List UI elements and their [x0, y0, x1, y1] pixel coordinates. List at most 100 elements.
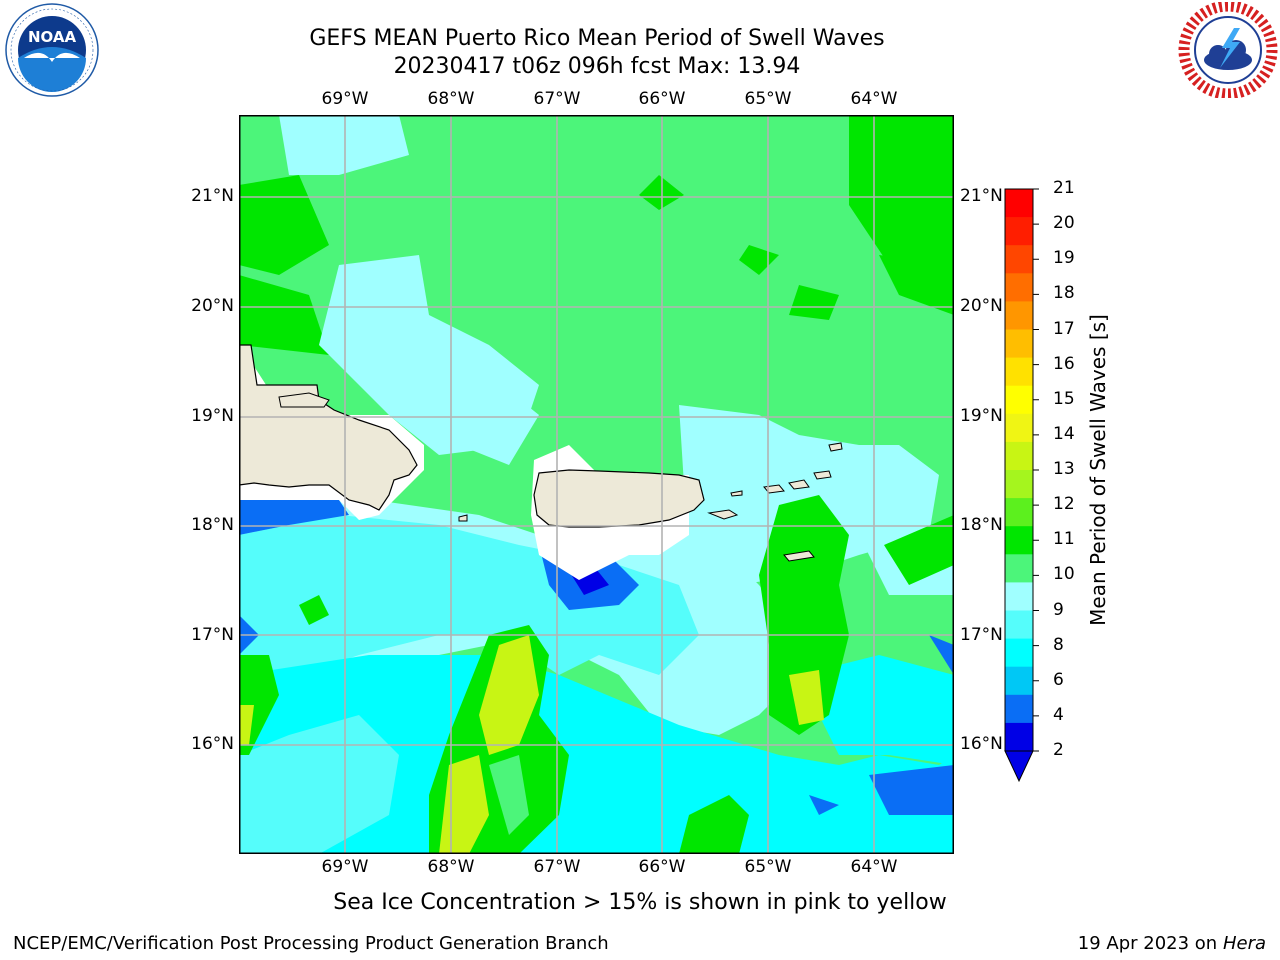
footer-credit: NCEP/EMC/Verification Post Processing Pr… [13, 933, 609, 954]
lon-label-bottom: 69°W [321, 857, 369, 877]
nws-logo-icon [1178, 2, 1278, 98]
lat-label-left: 19°N [191, 406, 234, 426]
colorbar [1004, 188, 1039, 783]
colorbar-segment [1005, 413, 1033, 443]
contour-4-se [869, 765, 954, 815]
colorbar-tick-label: 20 [1053, 213, 1075, 234]
colorbar-extend-min [1004, 750, 1034, 783]
colorbar-segment [1005, 554, 1033, 583]
lon-label-bottom: 65°W [744, 857, 792, 877]
colorbar-label: Mean Period of Swell Waves [s] [1086, 314, 1110, 626]
contour-11-c2 [739, 245, 779, 275]
contour-11-east2 [884, 515, 954, 585]
colorbar-segment [1005, 329, 1033, 359]
contour-13-sw [239, 705, 254, 745]
land-tortola [788, 479, 810, 490]
land-mona [458, 514, 468, 522]
lon-label-bottom: 67°W [533, 857, 581, 877]
lat-label-right: 20°N [960, 296, 1003, 316]
contour-9-plume [489, 755, 529, 835]
lon-label-top: 68°W [427, 89, 475, 109]
contour-11-e [879, 255, 954, 315]
contour-4-se2 [809, 795, 839, 815]
lon-label-top: 65°W [744, 89, 792, 109]
colorbar-tick-label: 12 [1053, 494, 1075, 515]
contour-13-plume [479, 635, 539, 755]
colorbar-segment [1005, 385, 1033, 415]
colorbar-segment [1005, 273, 1033, 302]
sea-ice-note: Sea Ice Concentration > 15% is shown in … [333, 890, 947, 915]
lon-label-bottom: 66°W [638, 857, 686, 877]
lat-label-right: 16°N [960, 734, 1003, 754]
footer-date: 19 Apr 2023 on Hera [1078, 933, 1266, 954]
colorbar-segment [1005, 666, 1033, 696]
colorbar-tick-label: 14 [1053, 423, 1075, 444]
colorbar-segment [1005, 498, 1033, 527]
contour-11-ne [849, 115, 954, 285]
colorbar-tick-label: 18 [1053, 283, 1075, 304]
colorbar-tick-label: 13 [1053, 459, 1075, 479]
colorbar-segment [1005, 694, 1033, 724]
lon-label-bottom: 64°W [850, 857, 898, 877]
colorbar-tick-label: 17 [1053, 318, 1075, 339]
contour-11-c3 [789, 285, 839, 320]
lat-label-right: 17°N [960, 625, 1003, 645]
contour-11-s [679, 795, 749, 854]
colorbar-tick-label: 2 [1053, 740, 1064, 760]
plot-subtitle: 20230417 t06z 096h fcst Max: 13.94 [393, 54, 801, 79]
contour-11-w [239, 275, 329, 355]
lon-label-bottom: 68°W [427, 857, 475, 877]
colorbar-tick-label: 10 [1053, 564, 1075, 585]
lon-label-top: 66°W [638, 89, 686, 109]
colorbar-tick-label: 6 [1053, 669, 1064, 690]
lat-label-left: 17°N [191, 625, 234, 645]
lon-label-top: 64°W [850, 89, 898, 109]
contour-11-east [759, 495, 849, 735]
noaa-logo-icon: NOAA [5, 3, 99, 97]
colorbar-segment [1005, 245, 1033, 274]
land-anegada [828, 442, 843, 452]
colorbar-segment [1005, 638, 1033, 668]
contour-6-south [239, 655, 954, 854]
plot-title: GEFS MEAN Puerto Rico Mean Period of Swe… [309, 26, 885, 51]
contour-4-e [929, 635, 954, 675]
colorbar-tick-label: 8 [1053, 634, 1064, 655]
contour-8-band-w2 [459, 375, 539, 465]
lat-label-left: 16°N [191, 734, 234, 754]
colorbar-segment [1005, 357, 1033, 387]
contour-6-se [799, 655, 954, 765]
colorbar-segment [1005, 722, 1033, 752]
footer-date-text: 19 Apr 2023 on [1077, 933, 1223, 954]
footer-host: Hera [1222, 933, 1266, 954]
contour-11-nw [239, 175, 329, 275]
land-st-croix [783, 550, 815, 562]
land-tortuga [278, 392, 330, 408]
land-culebra [730, 490, 743, 497]
noaa-logo-text: NOAA [28, 28, 77, 46]
colorbar-segment [1005, 582, 1033, 611]
colorbar-tick-label: 21 [1053, 178, 1075, 198]
contour-8-n1 [279, 115, 409, 175]
land-virgin-gorda [813, 470, 832, 480]
colorbar-segment [1005, 470, 1033, 499]
colorbar-segment [1005, 189, 1033, 218]
colorbar-tick-label: 4 [1053, 704, 1064, 725]
lat-label-left: 20°N [191, 296, 234, 316]
contour-7-sw [239, 715, 399, 854]
contour-13-east [789, 670, 824, 725]
map-frame [239, 115, 954, 854]
colorbar-segment [1005, 441, 1033, 471]
colorbar-segment [1005, 217, 1033, 246]
contour-11-w3 [299, 595, 329, 625]
lat-label-right: 21°N [960, 186, 1003, 206]
lon-label-top: 67°W [533, 89, 581, 109]
map-panel [239, 115, 954, 854]
colorbar-tick-label: 11 [1053, 529, 1075, 550]
lat-label-right: 19°N [960, 406, 1003, 426]
lat-label-right: 18°N [960, 515, 1003, 535]
lat-label-left: 21°N [191, 186, 234, 206]
colorbar-tick-label: 19 [1053, 248, 1075, 269]
colorbar-tick-label: 9 [1053, 599, 1064, 620]
colorbar-segment [1005, 610, 1033, 640]
lon-label-top: 69°W [321, 89, 369, 109]
